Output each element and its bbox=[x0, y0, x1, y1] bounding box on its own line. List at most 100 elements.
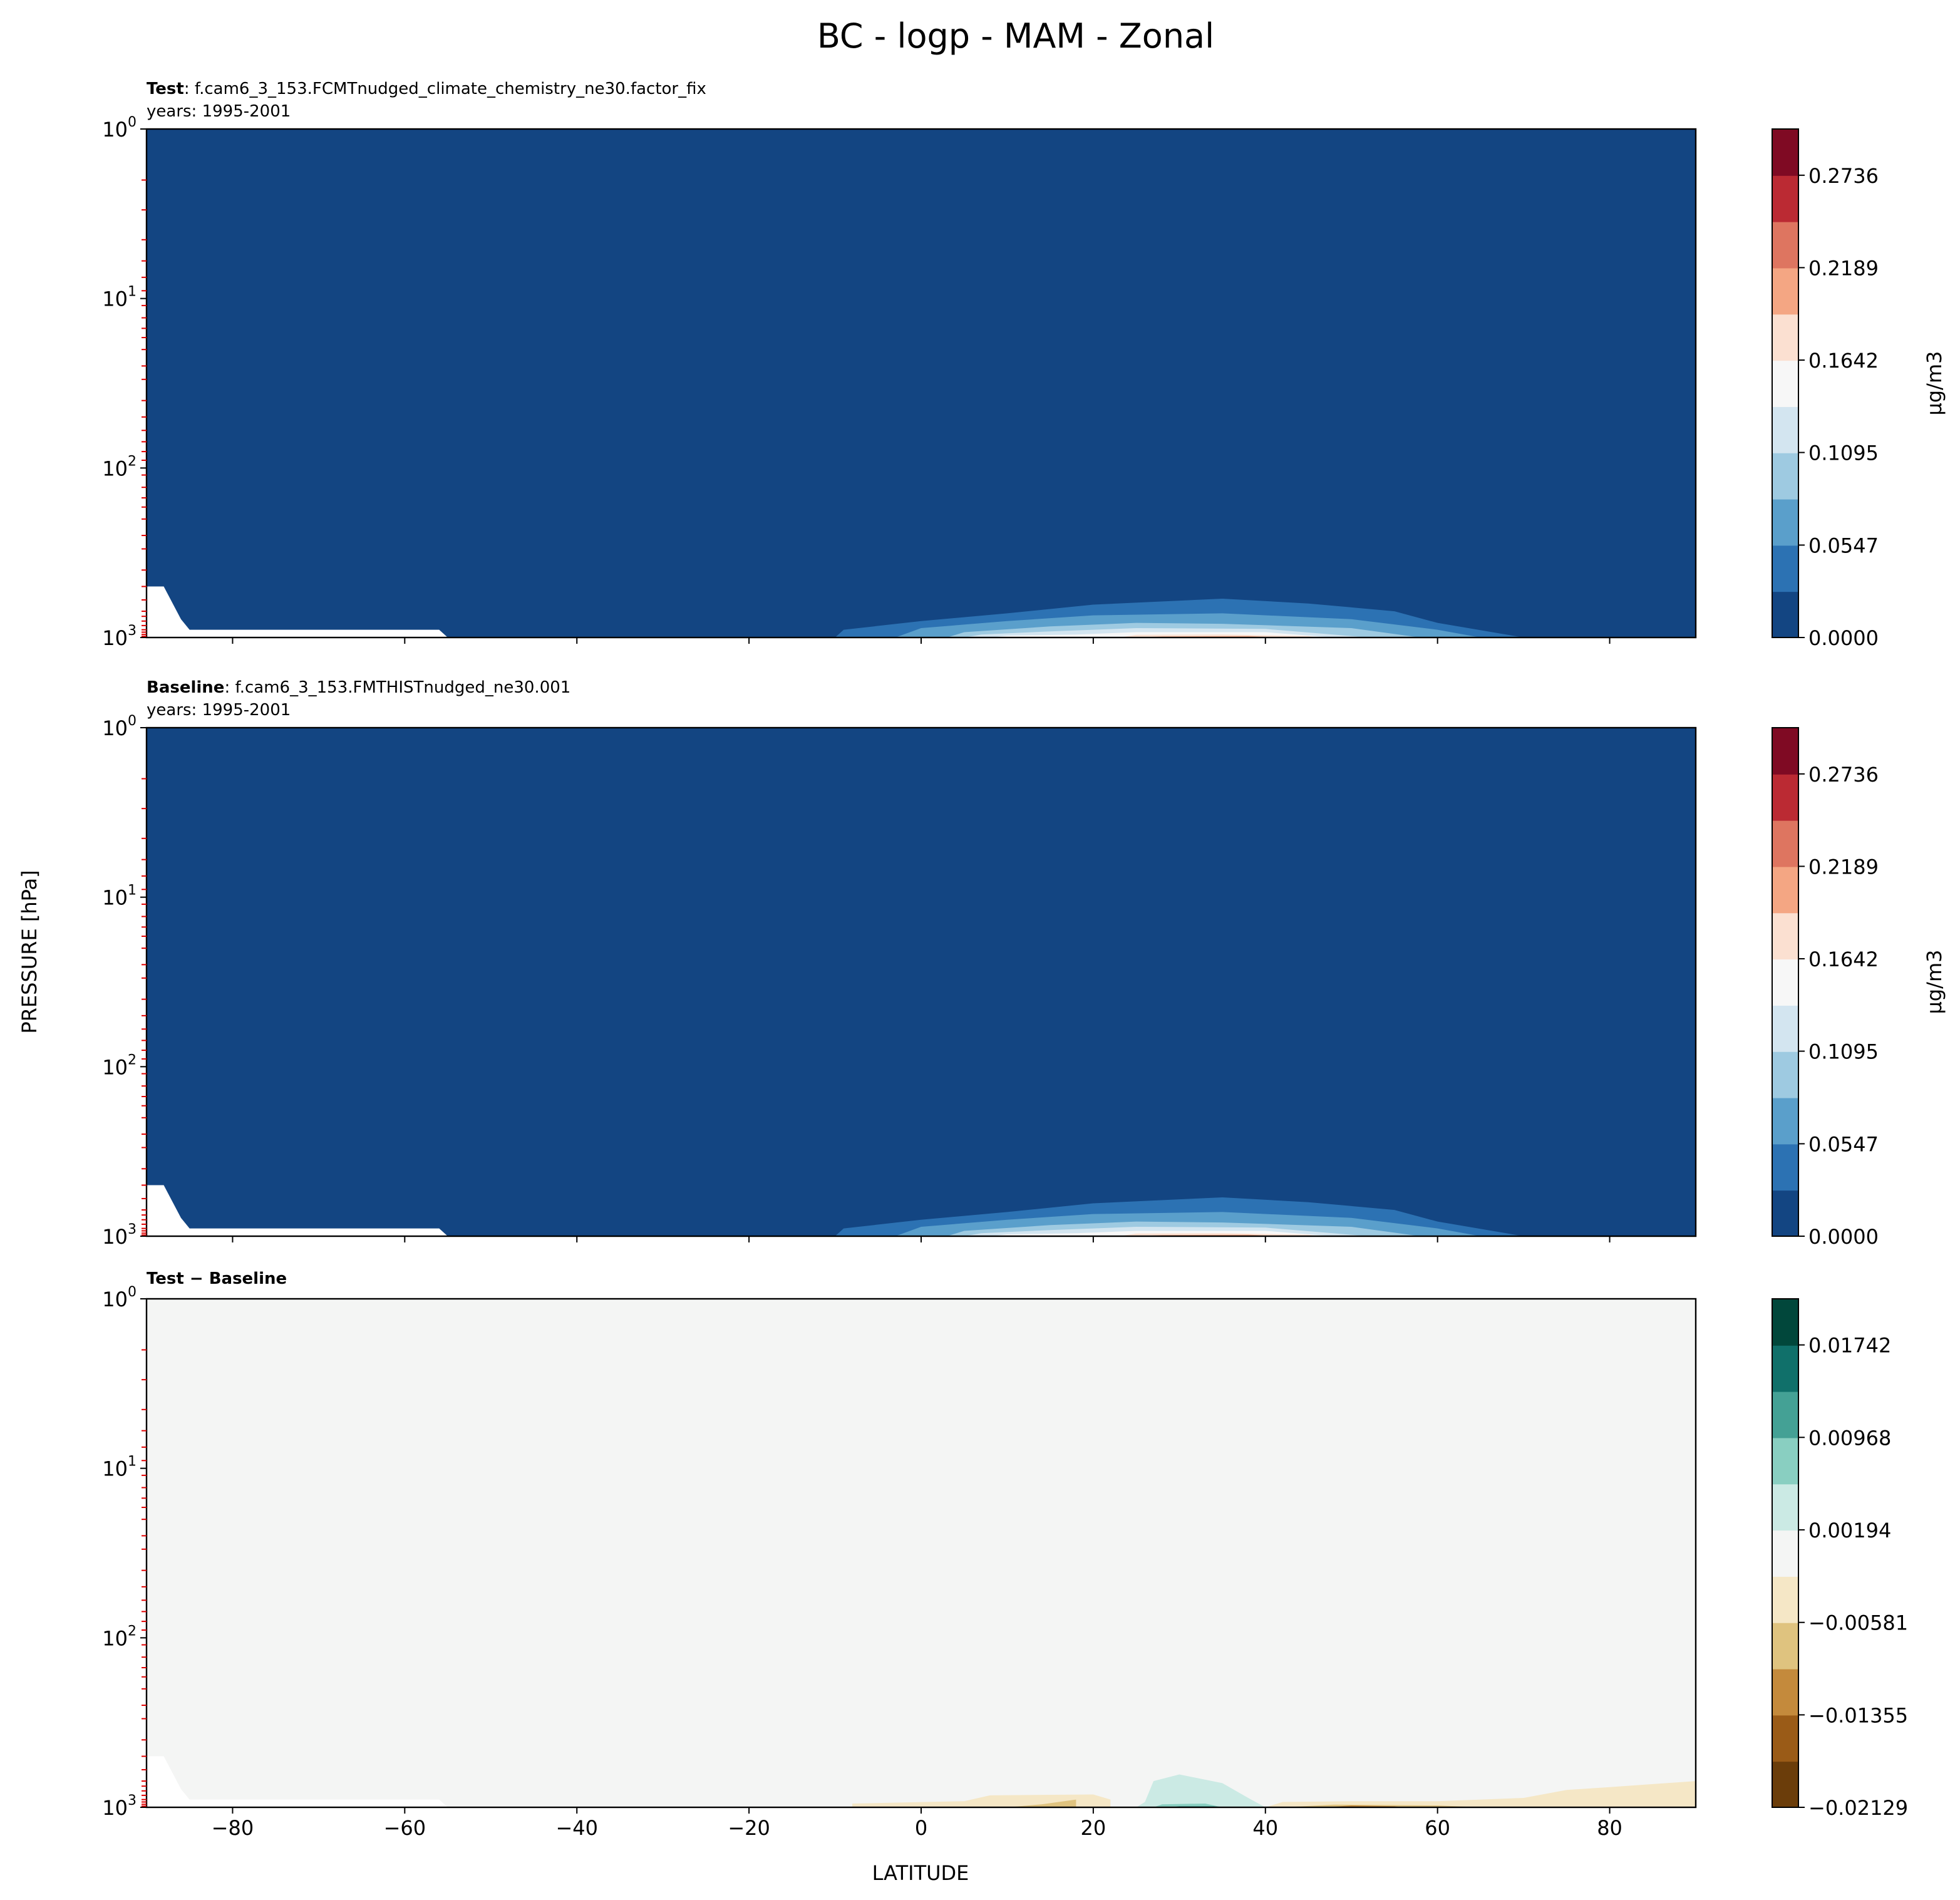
colorbar-tick-label: −0.02129 bbox=[1808, 1796, 1908, 1820]
x-tick-label: 80 bbox=[1597, 1816, 1622, 1840]
panel-title: Test: f.cam6_3_153.FCMTnudged_climate_ch… bbox=[147, 80, 706, 98]
y-tick-exponent: 2 bbox=[128, 1052, 137, 1068]
colorbar-tick-label: 0.0000 bbox=[1808, 1225, 1879, 1249]
y-tick-exponent: 3 bbox=[128, 1222, 137, 1237]
colorbar-band bbox=[1772, 498, 1798, 546]
colorbar-tick-label: 0.1642 bbox=[1808, 349, 1879, 373]
colorbar-tick-label: −0.00581 bbox=[1808, 1611, 1908, 1635]
colorbar-band bbox=[1772, 728, 1798, 775]
y-tick-base: 10 bbox=[102, 1457, 128, 1481]
panel-title-bold: Test bbox=[147, 80, 184, 98]
colorbar-band bbox=[1772, 545, 1798, 592]
colorbar-band bbox=[1772, 129, 1798, 176]
y-tick-exponent: 0 bbox=[128, 115, 137, 130]
y-tick-base: 10 bbox=[102, 1055, 128, 1079]
colorbar-band bbox=[1772, 1190, 1798, 1237]
colorbar-band bbox=[1772, 866, 1798, 914]
y-tick-exponent: 0 bbox=[128, 713, 137, 729]
colorbar-band bbox=[1772, 1004, 1798, 1052]
colorbar-label: μg/m3 bbox=[1922, 351, 1946, 416]
y-tick-exponent: 3 bbox=[128, 623, 137, 639]
panel-title-rest: : f.cam6_3_153.FCMTnudged_climate_chemis… bbox=[184, 80, 706, 98]
y-tick-label: 103 bbox=[102, 1793, 137, 1820]
colorbar-band bbox=[1772, 406, 1798, 453]
colorbar-frame bbox=[1772, 1298, 1799, 1808]
panel-title: Baseline: f.cam6_3_153.FMTHISTnudged_ne3… bbox=[147, 678, 570, 697]
colorbar-band bbox=[1772, 175, 1798, 222]
colorbar-band bbox=[1772, 912, 1798, 960]
colorbar-band bbox=[1772, 267, 1798, 315]
colorbar-frame bbox=[1772, 727, 1799, 1237]
y-tick-label: 102 bbox=[102, 1623, 137, 1650]
panel-subtitle: years: 1995-2001 bbox=[147, 701, 291, 720]
y-tick-base: 10 bbox=[102, 457, 128, 480]
panel-title: Test − Baseline bbox=[147, 1269, 287, 1288]
colorbar-band bbox=[1772, 452, 1798, 500]
contour-region-level-6 bbox=[1136, 1774, 1266, 1807]
y-tick-label: 103 bbox=[102, 623, 137, 650]
colorbar-tick-label: 0.2189 bbox=[1808, 855, 1879, 879]
colorbar-tick-label: 0.2189 bbox=[1808, 256, 1879, 280]
figure-title: BC - logp - MAM - Zonal bbox=[817, 16, 1214, 56]
y-tick-base: 10 bbox=[102, 716, 128, 740]
colorbar-band bbox=[1772, 1097, 1798, 1145]
colorbar-band bbox=[1772, 1484, 1798, 1531]
y-tick-base: 10 bbox=[102, 626, 128, 650]
y-tick-exponent: 3 bbox=[128, 1793, 137, 1809]
colorbar-tick-label: 0.2736 bbox=[1808, 763, 1879, 787]
colorbar-tick-label: 0.00968 bbox=[1808, 1426, 1891, 1450]
colorbar-band bbox=[1772, 1761, 1798, 1808]
colorbar-band bbox=[1772, 1299, 1798, 1346]
x-tick-label: −40 bbox=[555, 1816, 598, 1840]
colorbar-band bbox=[1772, 1530, 1798, 1577]
colorbar-frame bbox=[1772, 128, 1799, 638]
colorbar-band bbox=[1772, 1051, 1798, 1098]
y-tick-label: 100 bbox=[102, 1284, 137, 1311]
x-tick-label: 40 bbox=[1252, 1816, 1278, 1840]
y-tick-exponent: 2 bbox=[128, 1623, 137, 1639]
y-tick-exponent: 1 bbox=[128, 284, 137, 300]
colorbar-tick-label: 0.1095 bbox=[1808, 1040, 1879, 1064]
panel-2: Baseline: f.cam6_3_153.FMTHISTnudged_ne3… bbox=[102, 678, 1946, 1249]
colorbar-band bbox=[1772, 360, 1798, 407]
y-tick-base: 10 bbox=[102, 886, 128, 910]
contour-region-level-3 bbox=[1007, 1799, 1076, 1807]
y-tick-label: 101 bbox=[102, 284, 137, 311]
colorbar-tick-label: 0.1095 bbox=[1808, 441, 1879, 465]
y-tick-base: 10 bbox=[102, 1796, 128, 1820]
x-axis-label: LATITUDE bbox=[872, 1861, 969, 1885]
y-tick-label: 100 bbox=[102, 115, 137, 142]
x-tick-label: −60 bbox=[384, 1816, 426, 1840]
y-tick-label: 101 bbox=[102, 883, 137, 910]
colorbar-tick-label: 0.1642 bbox=[1808, 947, 1879, 971]
y-axis-label: PRESSURE [hPa] bbox=[18, 870, 41, 1033]
colorbar-band bbox=[1772, 221, 1798, 269]
y-tick-exponent: 1 bbox=[128, 1454, 137, 1470]
y-tick-label: 103 bbox=[102, 1222, 137, 1249]
x-tick-label: 60 bbox=[1425, 1816, 1450, 1840]
missing-data-region bbox=[147, 1185, 448, 1236]
colorbar-tick-label: 0.0000 bbox=[1808, 626, 1879, 650]
y-tick-base: 10 bbox=[102, 1626, 128, 1650]
y-tick-base: 10 bbox=[102, 1225, 128, 1249]
x-tick-label: 20 bbox=[1081, 1816, 1106, 1840]
contour-region-level-4 bbox=[1265, 1781, 1696, 1807]
colorbar-band bbox=[1772, 1144, 1798, 1191]
plot-background bbox=[147, 129, 1696, 638]
colorbar-band bbox=[1772, 314, 1798, 361]
colorbar-label: μg/m3 bbox=[1922, 950, 1946, 1015]
x-tick-label: −20 bbox=[728, 1816, 770, 1840]
colorbar-band bbox=[1772, 1391, 1798, 1438]
panel-title-bold: Baseline bbox=[147, 678, 224, 697]
colorbar-band bbox=[1772, 591, 1798, 638]
colorbar-tick-label: 0.2736 bbox=[1808, 164, 1879, 188]
y-tick-base: 10 bbox=[102, 1288, 128, 1311]
y-tick-label: 102 bbox=[102, 1052, 137, 1079]
panel-title-bold: Test − Baseline bbox=[147, 1269, 287, 1288]
colorbar-band bbox=[1772, 820, 1798, 867]
plot-background bbox=[147, 1299, 1696, 1807]
panel-subtitle: years: 1995-2001 bbox=[147, 102, 291, 121]
colorbar-band bbox=[1772, 1437, 1798, 1485]
